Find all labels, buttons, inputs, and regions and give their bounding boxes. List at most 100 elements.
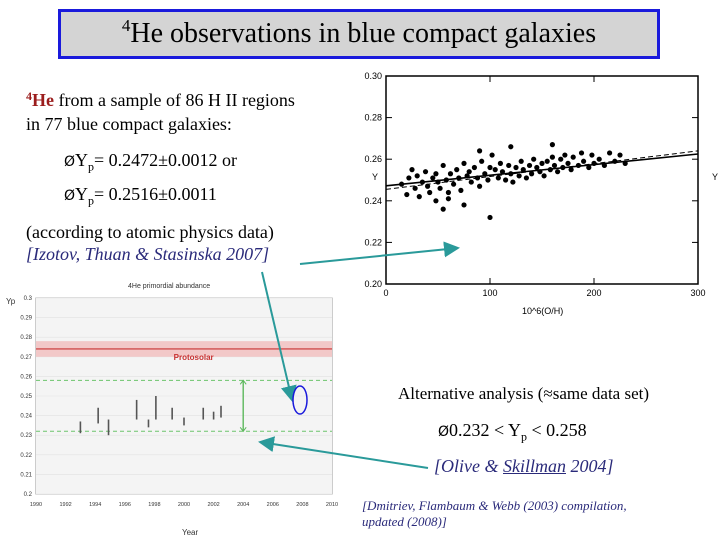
data-point bbox=[591, 160, 597, 166]
data-point bbox=[422, 169, 429, 175]
y-tick-label: 0.24 bbox=[20, 414, 32, 420]
y-tick-label: 0.23 bbox=[20, 433, 32, 439]
x-tick-label: 2004 bbox=[237, 502, 249, 508]
arrow-bullet-icon: Ø bbox=[64, 188, 76, 204]
footnote-line-2: updated (2008)] bbox=[362, 514, 447, 529]
data-point bbox=[578, 150, 585, 156]
data-point bbox=[541, 173, 547, 179]
title-sup: 4 bbox=[121, 16, 131, 35]
data-point bbox=[510, 179, 516, 185]
data-point bbox=[549, 154, 555, 160]
data-point bbox=[492, 167, 498, 173]
chart1-right-ylabel: Y bbox=[712, 172, 718, 182]
y-tick-label: 0.26 bbox=[20, 374, 32, 380]
data-point bbox=[433, 171, 439, 177]
y-tick-label: 0.24 bbox=[364, 196, 382, 206]
range-oval-marker bbox=[292, 385, 308, 415]
data-point bbox=[499, 169, 506, 175]
result-1-sub: p bbox=[88, 159, 95, 174]
footnote-line-1: [Dmitriev, Flambaum & Webb (2003) compil… bbox=[362, 498, 627, 513]
result-2-label: Y bbox=[75, 184, 89, 204]
x-tick-label: 1994 bbox=[89, 502, 101, 508]
data-point bbox=[555, 169, 561, 175]
data-point bbox=[485, 177, 491, 183]
data-point bbox=[539, 160, 545, 166]
data-point bbox=[412, 185, 418, 191]
result-1: ØYp= 0.2472±0.0012 or bbox=[64, 150, 237, 175]
y-tick-label: 0.22 bbox=[364, 237, 382, 247]
y-tick-label: 0.22 bbox=[20, 453, 32, 459]
data-point bbox=[529, 171, 535, 177]
arrow-to-scatter bbox=[299, 241, 460, 265]
note-line: (according to atomic physics data) bbox=[26, 222, 274, 242]
x-tick-label: 1990 bbox=[30, 502, 42, 508]
y-tick-label: 0.30 bbox=[364, 71, 382, 81]
arrow-to-range bbox=[261, 271, 297, 402]
data-point bbox=[477, 148, 483, 154]
data-point bbox=[568, 167, 574, 173]
alt-range-arrow-up bbox=[239, 379, 247, 385]
intro-line-2: in 77 blue compact galaxies: bbox=[26, 114, 232, 134]
slide-title: 4 He observations in blue compact galaxie… bbox=[58, 9, 660, 59]
data-point bbox=[471, 164, 477, 171]
alt-range-pre: 0.232 < Y bbox=[449, 420, 522, 440]
y-tick-label: 0.25 bbox=[20, 394, 32, 400]
chart2-xlabel: Year bbox=[182, 528, 199, 537]
x-tick-label: 2002 bbox=[207, 502, 219, 508]
data-point bbox=[468, 179, 474, 185]
data-point bbox=[461, 160, 467, 166]
data-point bbox=[445, 196, 451, 202]
alt-heading: Alternative analysis (≈same data set) bbox=[398, 384, 650, 403]
data-point bbox=[531, 156, 537, 162]
data-point bbox=[443, 177, 449, 183]
data-point bbox=[487, 214, 493, 221]
data-point bbox=[466, 169, 472, 175]
footnote: [Dmitriev, Flambaum & Webb (2003) compil… bbox=[362, 498, 627, 530]
alt-range-sub: p bbox=[521, 429, 528, 444]
data-point bbox=[430, 175, 436, 181]
data-point bbox=[586, 164, 592, 171]
arrow-bullet-icon: Ø bbox=[438, 424, 450, 440]
data-point bbox=[474, 175, 481, 181]
he-label: He bbox=[32, 90, 54, 110]
protosolar-label: Protosolar bbox=[174, 353, 214, 362]
alt-range-arrow-down bbox=[239, 426, 247, 433]
skillman-link[interactable]: Skillman bbox=[503, 456, 566, 476]
data-point bbox=[523, 175, 529, 181]
data-point bbox=[508, 171, 514, 177]
data-point bbox=[479, 158, 485, 164]
data-point bbox=[516, 173, 522, 179]
he-sup: 4 bbox=[26, 89, 32, 103]
result-2-value: = 0.2516±0.0011 bbox=[94, 184, 217, 204]
x-tick-label: 200 bbox=[586, 288, 601, 298]
data-point bbox=[399, 181, 405, 187]
chart1-ylabel: Y bbox=[372, 172, 378, 182]
y-tick-label: 0.26 bbox=[364, 154, 382, 164]
chart2-ylabel: Yp bbox=[6, 297, 16, 306]
data-point bbox=[497, 160, 503, 166]
y-tick-label: 0.20 bbox=[364, 279, 382, 289]
data-point bbox=[560, 164, 566, 171]
x-tick-label: 1992 bbox=[59, 502, 71, 508]
chart2-title: 4He primordial abundance bbox=[128, 283, 210, 290]
intro-line1-text: from a sample of 86 H II regions bbox=[54, 90, 295, 110]
data-point bbox=[440, 162, 446, 169]
data-point bbox=[414, 173, 420, 179]
data-point bbox=[537, 169, 543, 175]
data-point bbox=[487, 164, 493, 171]
data-point bbox=[416, 194, 422, 200]
data-point bbox=[589, 152, 595, 158]
x-tick-label: 0 bbox=[383, 288, 388, 298]
data-point bbox=[513, 164, 519, 171]
data-point bbox=[456, 175, 462, 181]
data-point bbox=[570, 154, 576, 160]
data-point bbox=[518, 158, 524, 164]
olive-post: 2004] bbox=[566, 456, 614, 476]
data-point bbox=[503, 177, 509, 183]
data-point bbox=[425, 183, 431, 189]
citation-olive: [Olive & Skillman 2004] bbox=[434, 456, 614, 477]
data-point bbox=[520, 167, 526, 173]
arrow-bullet-icon: Ø bbox=[64, 154, 76, 170]
citation-izotov: [Izotov, Thuan & Stasinska 2007] bbox=[26, 244, 270, 264]
